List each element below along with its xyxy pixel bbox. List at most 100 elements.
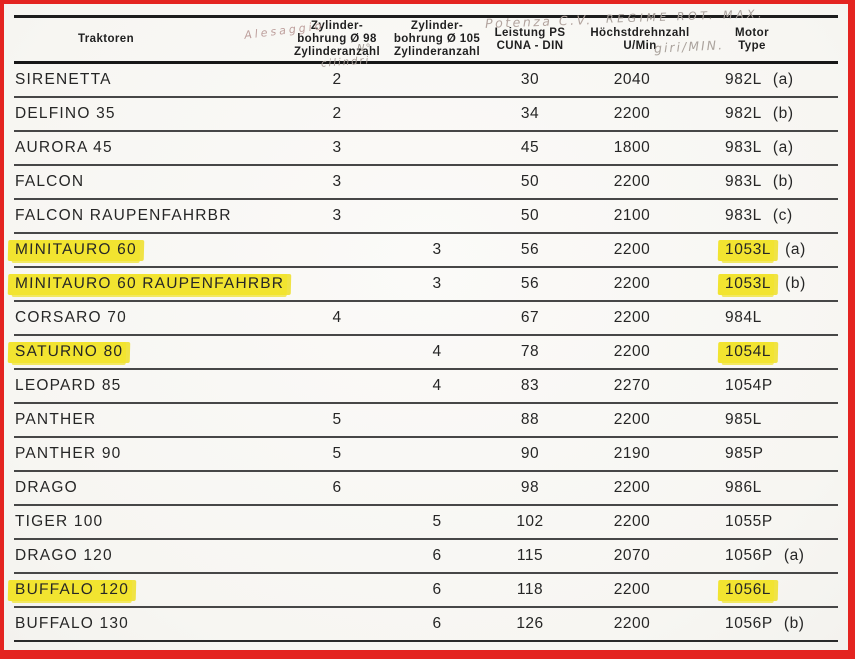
- motor-type-cell: 985L: [694, 411, 838, 429]
- power-ps-cell: 118: [516, 581, 544, 598]
- motor-type-cell: 983L (c): [694, 207, 838, 225]
- header-tractors: Traktoren: [14, 33, 290, 46]
- power-ps-cell: 88: [520, 411, 540, 428]
- motor-type-cell: 986L: [694, 479, 838, 497]
- rpm-cell: 2270: [613, 377, 651, 394]
- tractor-name-cell: TIGER 100: [14, 513, 290, 531]
- header-line: Zylinderanzahl: [393, 46, 481, 58]
- tractor-name-cell: DELFINO 35: [14, 105, 290, 123]
- motor-code: 983L: [725, 139, 762, 156]
- motor-type-cell: 1053L (b): [694, 273, 838, 295]
- motor-code: 985L: [725, 411, 762, 428]
- rpm-cell: 2200: [613, 615, 651, 632]
- motor-suffix: (b): [772, 105, 794, 122]
- table-row: FALCON 3 50 2200 983L (b): [14, 166, 838, 200]
- table-body: SIRENETTA 2 30 2040 982L (a) DELFINO 35 2…: [11, 64, 838, 642]
- motor-code: 982L: [725, 105, 762, 122]
- tractor-name-cell: SIRENETTA: [14, 71, 290, 89]
- table-row: DRAGO 6 98 2200 986L: [14, 472, 838, 506]
- cylinders-bore98-cell: 3: [332, 173, 342, 190]
- rpm-cell: 2200: [613, 411, 651, 428]
- header-line: U/Min: [623, 39, 657, 52]
- table-row: MINITAURO 60 3 56 2200 1053L (a): [11, 234, 838, 268]
- rpm-cell: 2200: [613, 343, 651, 360]
- tractor-name-cell: AURORA 45: [14, 139, 290, 157]
- rpm-cell: 1800: [613, 139, 651, 156]
- tractor-name: LEOPARD 85: [15, 377, 122, 394]
- cylinders-bore98-cell: 5: [332, 445, 342, 462]
- tractor-name: MINITAURO 60 RAUPENFAHRBR: [11, 273, 288, 295]
- power-ps-cell: 30: [520, 71, 540, 88]
- tractor-name-cell: MINITAURO 60 RAUPENFAHRBR: [11, 273, 290, 295]
- tractor-name-cell: PANTHER: [14, 411, 290, 429]
- cylinders-bore98-cell: 4: [332, 309, 342, 326]
- motor-code: 982L: [725, 71, 762, 88]
- table-row: AURORA 45 3 45 1800 983L (a): [14, 132, 838, 166]
- motor-type-cell: 982L (b): [694, 105, 838, 123]
- power-ps-cell: 67: [520, 309, 540, 326]
- motor-suffix: (a): [783, 547, 805, 564]
- motor-type-cell: 1054L: [694, 341, 838, 363]
- header-line: Motor: [735, 26, 769, 39]
- tractor-name: PANTHER 90: [15, 445, 122, 462]
- tractor-name: SATURNO 80: [11, 341, 127, 363]
- cylinders-bore105-cell: 4: [432, 377, 442, 394]
- tractor-name: FALCON: [15, 173, 85, 190]
- cylinders-bore98-cell: 3: [332, 207, 342, 224]
- motor-type-cell: 1055P: [694, 513, 838, 531]
- motor-code: 983L: [725, 207, 762, 224]
- tractor-name: BUFFALO 130: [15, 615, 129, 632]
- header-bore-105: Zylinder- bohrung Ø 105 Zylinderanzahl: [384, 20, 490, 59]
- cylinders-bore105-cell: 3: [432, 241, 442, 258]
- tractor-name-cell: DRAGO 120: [14, 547, 290, 565]
- rpm-cell: 2200: [613, 241, 651, 258]
- tractor-name: AURORA 45: [15, 139, 113, 156]
- table-header-row: Traktoren Zylinder- bohrung Ø 98 Zylinde…: [14, 15, 838, 64]
- motor-code: 984L: [725, 309, 762, 326]
- tractor-name-cell: BUFFALO 130: [14, 615, 290, 633]
- tractor-name-cell: MINITAURO 60: [11, 239, 290, 261]
- rpm-cell: 2200: [613, 581, 651, 598]
- tractor-name: FALCON RAUPENFAHRBR: [15, 207, 232, 224]
- rpm-cell: 2200: [613, 105, 651, 122]
- power-ps-cell: 115: [516, 547, 544, 564]
- tractor-name-cell: SATURNO 80: [11, 341, 290, 363]
- power-ps-cell: 45: [520, 139, 540, 156]
- cylinders-bore98-cell: 2: [332, 105, 342, 122]
- header-bore-98: Zylinder- bohrung Ø 98 Zylinderanzahl: [290, 20, 384, 59]
- motor-code: 983L: [725, 173, 762, 190]
- header-line: bohrung Ø 98: [297, 33, 377, 45]
- motor-code: 985P: [725, 445, 764, 462]
- rpm-cell: 2190: [613, 445, 651, 462]
- motor-code: 1054L: [721, 341, 775, 363]
- table-row: PANTHER 90 5 90 2190 985P: [14, 438, 838, 472]
- rpm-cell: 2070: [613, 547, 651, 564]
- header-line: bohrung Ø 105: [393, 33, 481, 45]
- tractor-name: CORSARO 70: [15, 309, 127, 326]
- motor-code: 986L: [725, 479, 762, 496]
- table-row: CORSARO 70 4 67 2200 984L: [14, 302, 838, 336]
- tractor-spec-table: Traktoren Zylinder- bohrung Ø 98 Zylinde…: [11, 15, 838, 642]
- tractor-name-cell: PANTHER 90: [14, 445, 290, 463]
- motor-type-cell: 983L (a): [694, 139, 838, 157]
- table-row: BUFFALO 120 6 118 2200 1056L: [11, 574, 838, 608]
- motor-type-cell: 1056P (a): [694, 547, 838, 565]
- motor-code: 1054P: [725, 377, 773, 394]
- cylinders-bore98-cell: 3: [332, 139, 342, 156]
- motor-code: 1056P: [725, 615, 773, 632]
- power-ps-cell: 102: [516, 513, 544, 530]
- power-ps-cell: 56: [520, 275, 540, 292]
- motor-suffix: (a): [772, 139, 794, 156]
- cylinders-bore98-cell: 6: [332, 479, 342, 496]
- power-ps-cell: 34: [520, 105, 540, 122]
- header-line: Zylinderanzahl: [293, 46, 381, 58]
- header-line: Höchstdrehnzahl: [590, 26, 690, 39]
- header-line: Zylinder-: [410, 20, 464, 32]
- cylinders-bore105-cell: 6: [432, 615, 442, 632]
- motor-type-cell: 984L: [694, 309, 838, 327]
- tractor-name-cell: BUFFALO 120: [11, 579, 290, 601]
- motor-type-cell: 1054P: [694, 377, 838, 395]
- motor-code: 1053L: [721, 273, 775, 295]
- motor-type-cell: 983L (b): [694, 173, 838, 191]
- header-line: Type: [738, 39, 766, 52]
